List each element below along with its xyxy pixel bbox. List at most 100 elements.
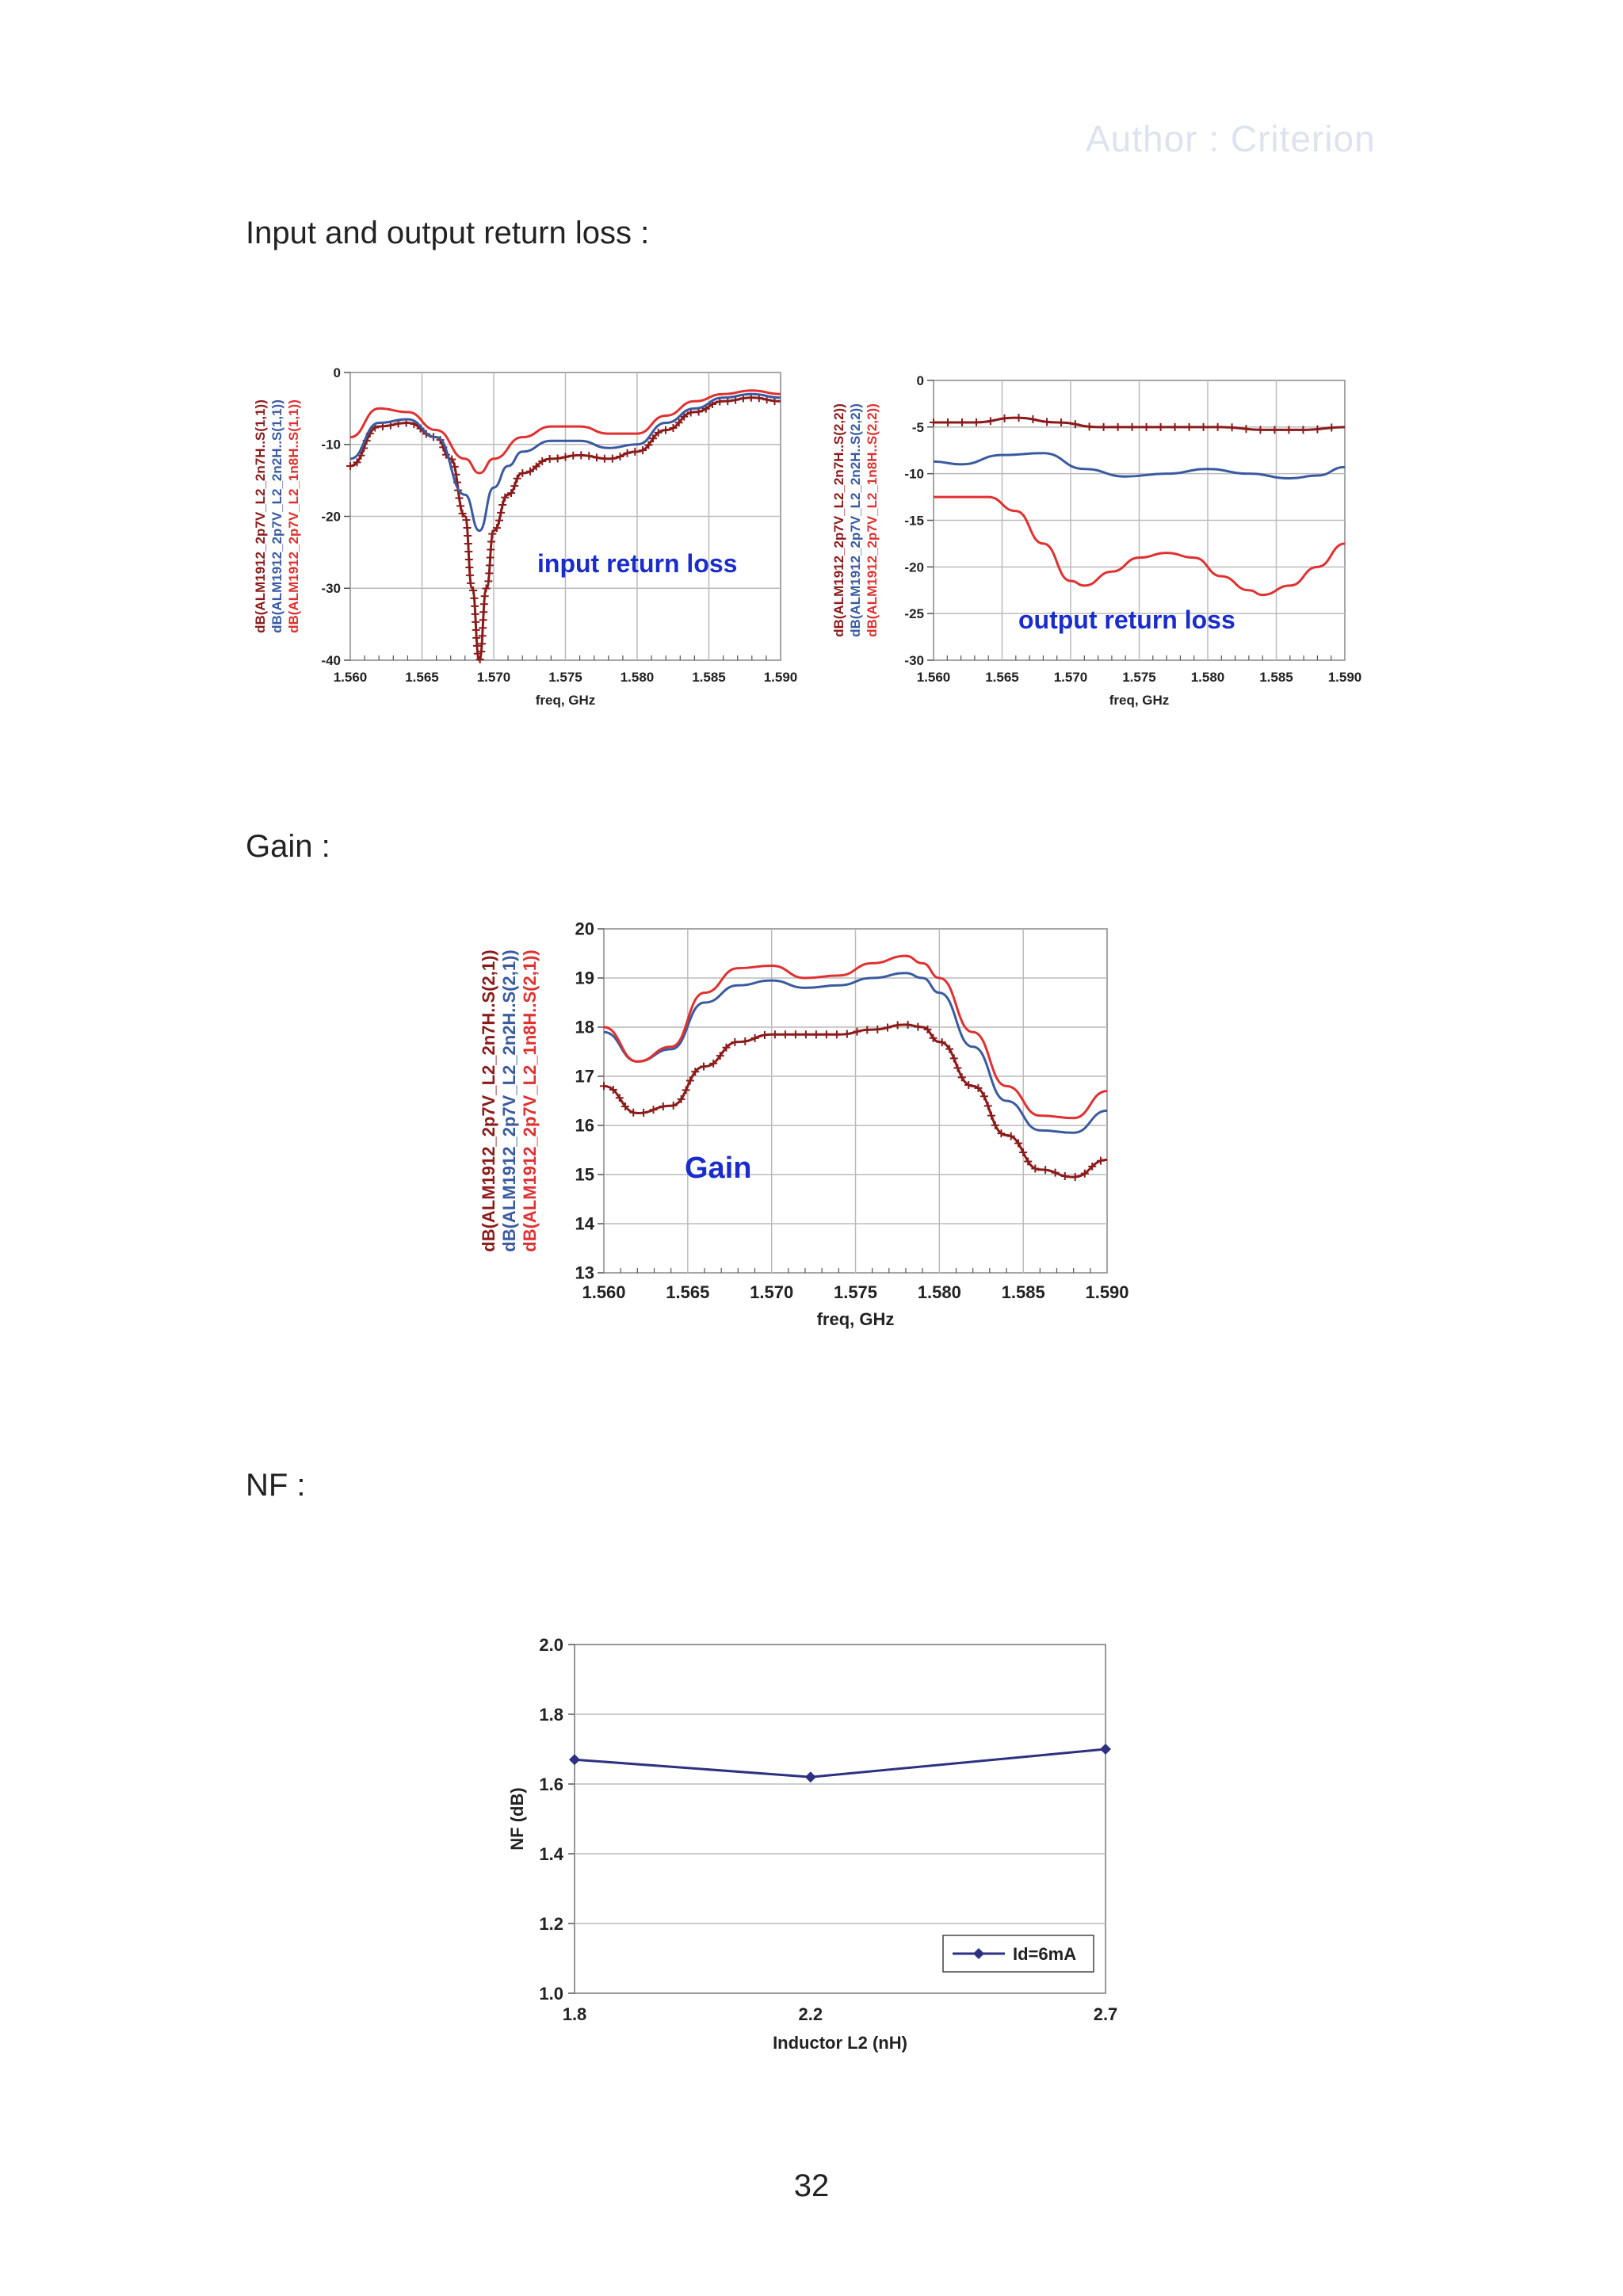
- series-marker: [456, 502, 465, 510]
- series-marker: [1024, 1157, 1033, 1166]
- series-marker: [1113, 422, 1122, 431]
- nf-data-point: [804, 1771, 816, 1783]
- series-marker: [353, 458, 361, 467]
- series-marker: [463, 524, 472, 533]
- series-marker: [644, 441, 653, 449]
- series-label: dB(ALM1912_2p7V_L2_2n2H..S(2,2)): [848, 403, 863, 637]
- x-tick-label: 1.585: [1002, 1282, 1045, 1302]
- series-marker: [1051, 1168, 1060, 1177]
- series-marker: [495, 516, 504, 525]
- series-line-1: [933, 452, 1346, 480]
- series-marker: [1327, 423, 1336, 432]
- y-tick-label: 20: [575, 919, 594, 939]
- series-marker: [659, 1102, 667, 1111]
- x-axis-title: freq, GHz: [1109, 693, 1170, 708]
- series-marker: [1006, 1132, 1015, 1140]
- series-marker: [1242, 425, 1251, 434]
- series-marker: [1031, 1164, 1040, 1173]
- series-marker: [478, 640, 487, 648]
- series-marker: [997, 1129, 1006, 1138]
- section-title-return-loss: Input and output return loss :: [246, 216, 650, 250]
- series-marker: [469, 586, 478, 595]
- series-marker: [621, 1102, 629, 1111]
- series-marker: [983, 1102, 992, 1110]
- series-line-2: [933, 495, 1346, 597]
- series-marker: [1213, 422, 1222, 431]
- series-marker: [750, 1033, 759, 1042]
- series-marker: [1019, 1148, 1028, 1156]
- series-marker: [1014, 414, 1023, 422]
- y-tick-label: 0: [917, 373, 924, 388]
- series-label: dB(ALM1912_2p7V_L2_2n2H..S(2,1)): [499, 949, 519, 1251]
- series-marker: [1088, 1162, 1097, 1171]
- series-marker: [972, 418, 980, 426]
- y-tick-label: -20: [904, 560, 924, 575]
- series-marker: [974, 1083, 983, 1092]
- x-tick-label: 1.585: [1259, 670, 1293, 685]
- y-tick-label: 1.6: [539, 1775, 563, 1794]
- chart-annotation: Gain: [685, 1152, 751, 1185]
- x-tick-label: 1.590: [1085, 1282, 1128, 1302]
- series-marker: [853, 1027, 861, 1036]
- series-marker: [487, 537, 496, 546]
- x-axis-title: Inductor L2 (nH): [773, 2033, 907, 2053]
- x-tick-label: 1.560: [917, 670, 951, 685]
- series-marker: [884, 1023, 892, 1032]
- series-marker: [654, 428, 663, 437]
- x-tick-label: 1.580: [1191, 670, 1225, 685]
- series-marker: [485, 569, 494, 578]
- series-marker: [1270, 426, 1279, 434]
- series-marker: [498, 501, 507, 510]
- series-marker: [472, 625, 480, 634]
- series-marker: [616, 453, 624, 461]
- gain-chart: 1.560 1.565 1.570 1.575 1.580 1.585 1.590 20 19 1…: [479, 919, 1129, 1329]
- series-marker: [1313, 425, 1322, 434]
- series-marker: [472, 617, 480, 626]
- series-marker: [492, 524, 501, 533]
- series-line-1: [349, 392, 781, 533]
- nf-data-point: [569, 1754, 580, 1766]
- series-marker: [1099, 422, 1108, 431]
- series-marker: [471, 602, 479, 610]
- series-marker: [1199, 422, 1208, 431]
- series-marker: [1256, 426, 1265, 434]
- series-marker: [957, 1073, 966, 1082]
- series-marker: [722, 1043, 731, 1052]
- series-marker: [873, 1025, 882, 1033]
- series-marker: [472, 633, 481, 642]
- series-marker: [945, 1045, 954, 1053]
- series-marker: [346, 461, 354, 470]
- series-marker: [930, 418, 938, 426]
- y-axis-title: NF (dB): [507, 1787, 527, 1850]
- series-marker: [980, 1092, 988, 1101]
- series-marker: [1170, 422, 1179, 431]
- series-marker: [486, 553, 495, 562]
- series-marker: [639, 446, 647, 455]
- series-marker: [649, 1106, 658, 1114]
- series-marker: [842, 1030, 851, 1038]
- series-marker: [1156, 422, 1165, 431]
- series-marker: [1057, 418, 1066, 427]
- page-number: 32: [793, 2168, 830, 2203]
- y-tick-label: 16: [575, 1116, 594, 1136]
- series-marker: [608, 454, 617, 463]
- series-marker: [938, 1038, 946, 1047]
- legend-label: Id=6mA: [1013, 1944, 1076, 1964]
- series-marker: [801, 1030, 810, 1039]
- series-marker: [781, 1030, 789, 1039]
- series-marker: [832, 1030, 841, 1039]
- output-return-loss-chart: 1.560 1.565 1.570 1.575 1.580 1.585 1.590 0 -5 -1…: [831, 373, 1361, 708]
- series-marker: [465, 563, 474, 571]
- series-marker: [669, 1101, 678, 1110]
- series-marker: [1071, 420, 1079, 429]
- y-tick-label: -5: [912, 420, 924, 435]
- chart-annotation: output return loss: [1018, 606, 1235, 634]
- series-line-2: [349, 389, 781, 475]
- x-tick-label: 1.570: [477, 670, 511, 685]
- series-marker: [479, 600, 488, 609]
- section-title-nf: NF :: [246, 1468, 306, 1503]
- y-tick-label: -40: [321, 653, 341, 668]
- series-marker: [507, 489, 516, 498]
- series-marker: [501, 493, 510, 502]
- series-marker: [464, 555, 473, 563]
